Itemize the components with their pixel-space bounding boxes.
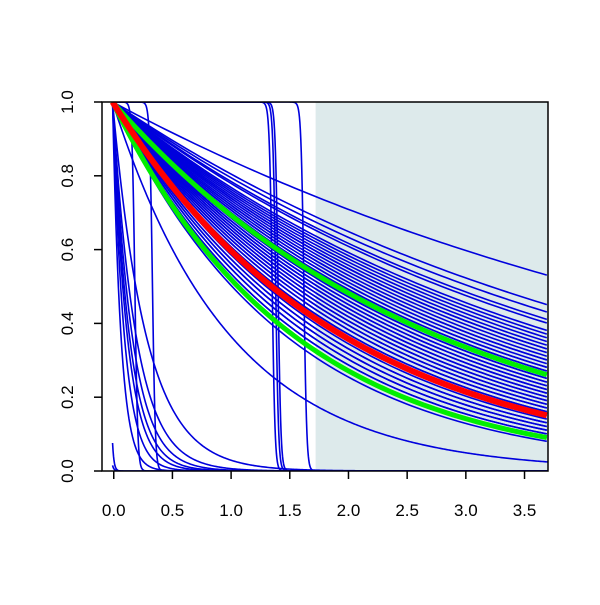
y-tick-label-1: 0.2 xyxy=(58,385,77,409)
ensemble-curve-13 xyxy=(111,102,548,358)
ensemble-curve-1 xyxy=(112,102,548,306)
x-tick-label-1: 0.5 xyxy=(161,501,185,520)
y-tick-label-5: 1.0 xyxy=(58,90,77,114)
x-tick-label-6: 3.0 xyxy=(454,501,478,520)
ensemble-curve-8 xyxy=(112,102,548,343)
ensemble-curve-6 xyxy=(112,102,548,335)
y-tick-label-3: 0.6 xyxy=(58,238,77,262)
ensemble-curve-18 xyxy=(111,102,548,369)
ensemble-curve-35 xyxy=(111,102,548,402)
ensemble-curve-15 xyxy=(111,102,548,361)
plot-frame xyxy=(101,101,549,472)
ensemble-curve-5 xyxy=(112,102,548,332)
y-tick-label-4: 0.8 xyxy=(58,164,77,188)
ensemble-curve-46 xyxy=(111,102,548,424)
fast-decay-curve-5 xyxy=(111,102,548,471)
ensemble-curve-50 xyxy=(111,102,547,431)
x-tick-label-3: 1.5 xyxy=(278,501,302,520)
ensemble-curve-9 xyxy=(112,102,548,346)
ensemble-curve-3 xyxy=(112,102,548,321)
ensemble-curve-12 xyxy=(112,102,548,354)
ensemble-curve-39 xyxy=(111,102,548,409)
ensemble-curve-7 xyxy=(112,102,548,339)
ensemble-curve-31 xyxy=(111,102,548,394)
ensemble-curve-0 xyxy=(112,102,548,276)
ensemble-curve-33 xyxy=(111,102,548,398)
ensemble-curve-11 xyxy=(112,102,548,350)
bound-curve-1 xyxy=(110,102,548,441)
x-tick-label-4: 2.0 xyxy=(337,501,361,520)
fast-decay-curve-0 xyxy=(111,102,548,463)
ensemble-curve-48 xyxy=(111,102,548,428)
central-curve xyxy=(110,102,548,419)
x-tick-label-7: 3.5 xyxy=(513,501,537,520)
ensemble-curve-16 xyxy=(111,102,548,365)
ensemble-curve-52 xyxy=(111,102,547,435)
ensemble-curve-54 xyxy=(111,102,547,443)
y-tick-label-0: 0.0 xyxy=(58,459,77,483)
ensemble-curve-29 xyxy=(111,102,548,391)
ensemble-curve-27 xyxy=(111,102,548,387)
ensemble-curve-4 xyxy=(112,102,548,324)
bound-curve-0 xyxy=(110,102,548,378)
ensemble-curve-37 xyxy=(111,102,548,406)
y-tick-label-2: 0.4 xyxy=(58,312,77,336)
fast-decay-curve-4 xyxy=(111,102,548,471)
x-tick-label-0: 0.0 xyxy=(102,501,126,520)
ensemble-curve-25 xyxy=(111,102,548,383)
x-tick-label-2: 1.0 xyxy=(219,501,243,520)
x-tick-label-5: 2.5 xyxy=(395,501,419,520)
ensemble-curve-2 xyxy=(112,102,548,313)
